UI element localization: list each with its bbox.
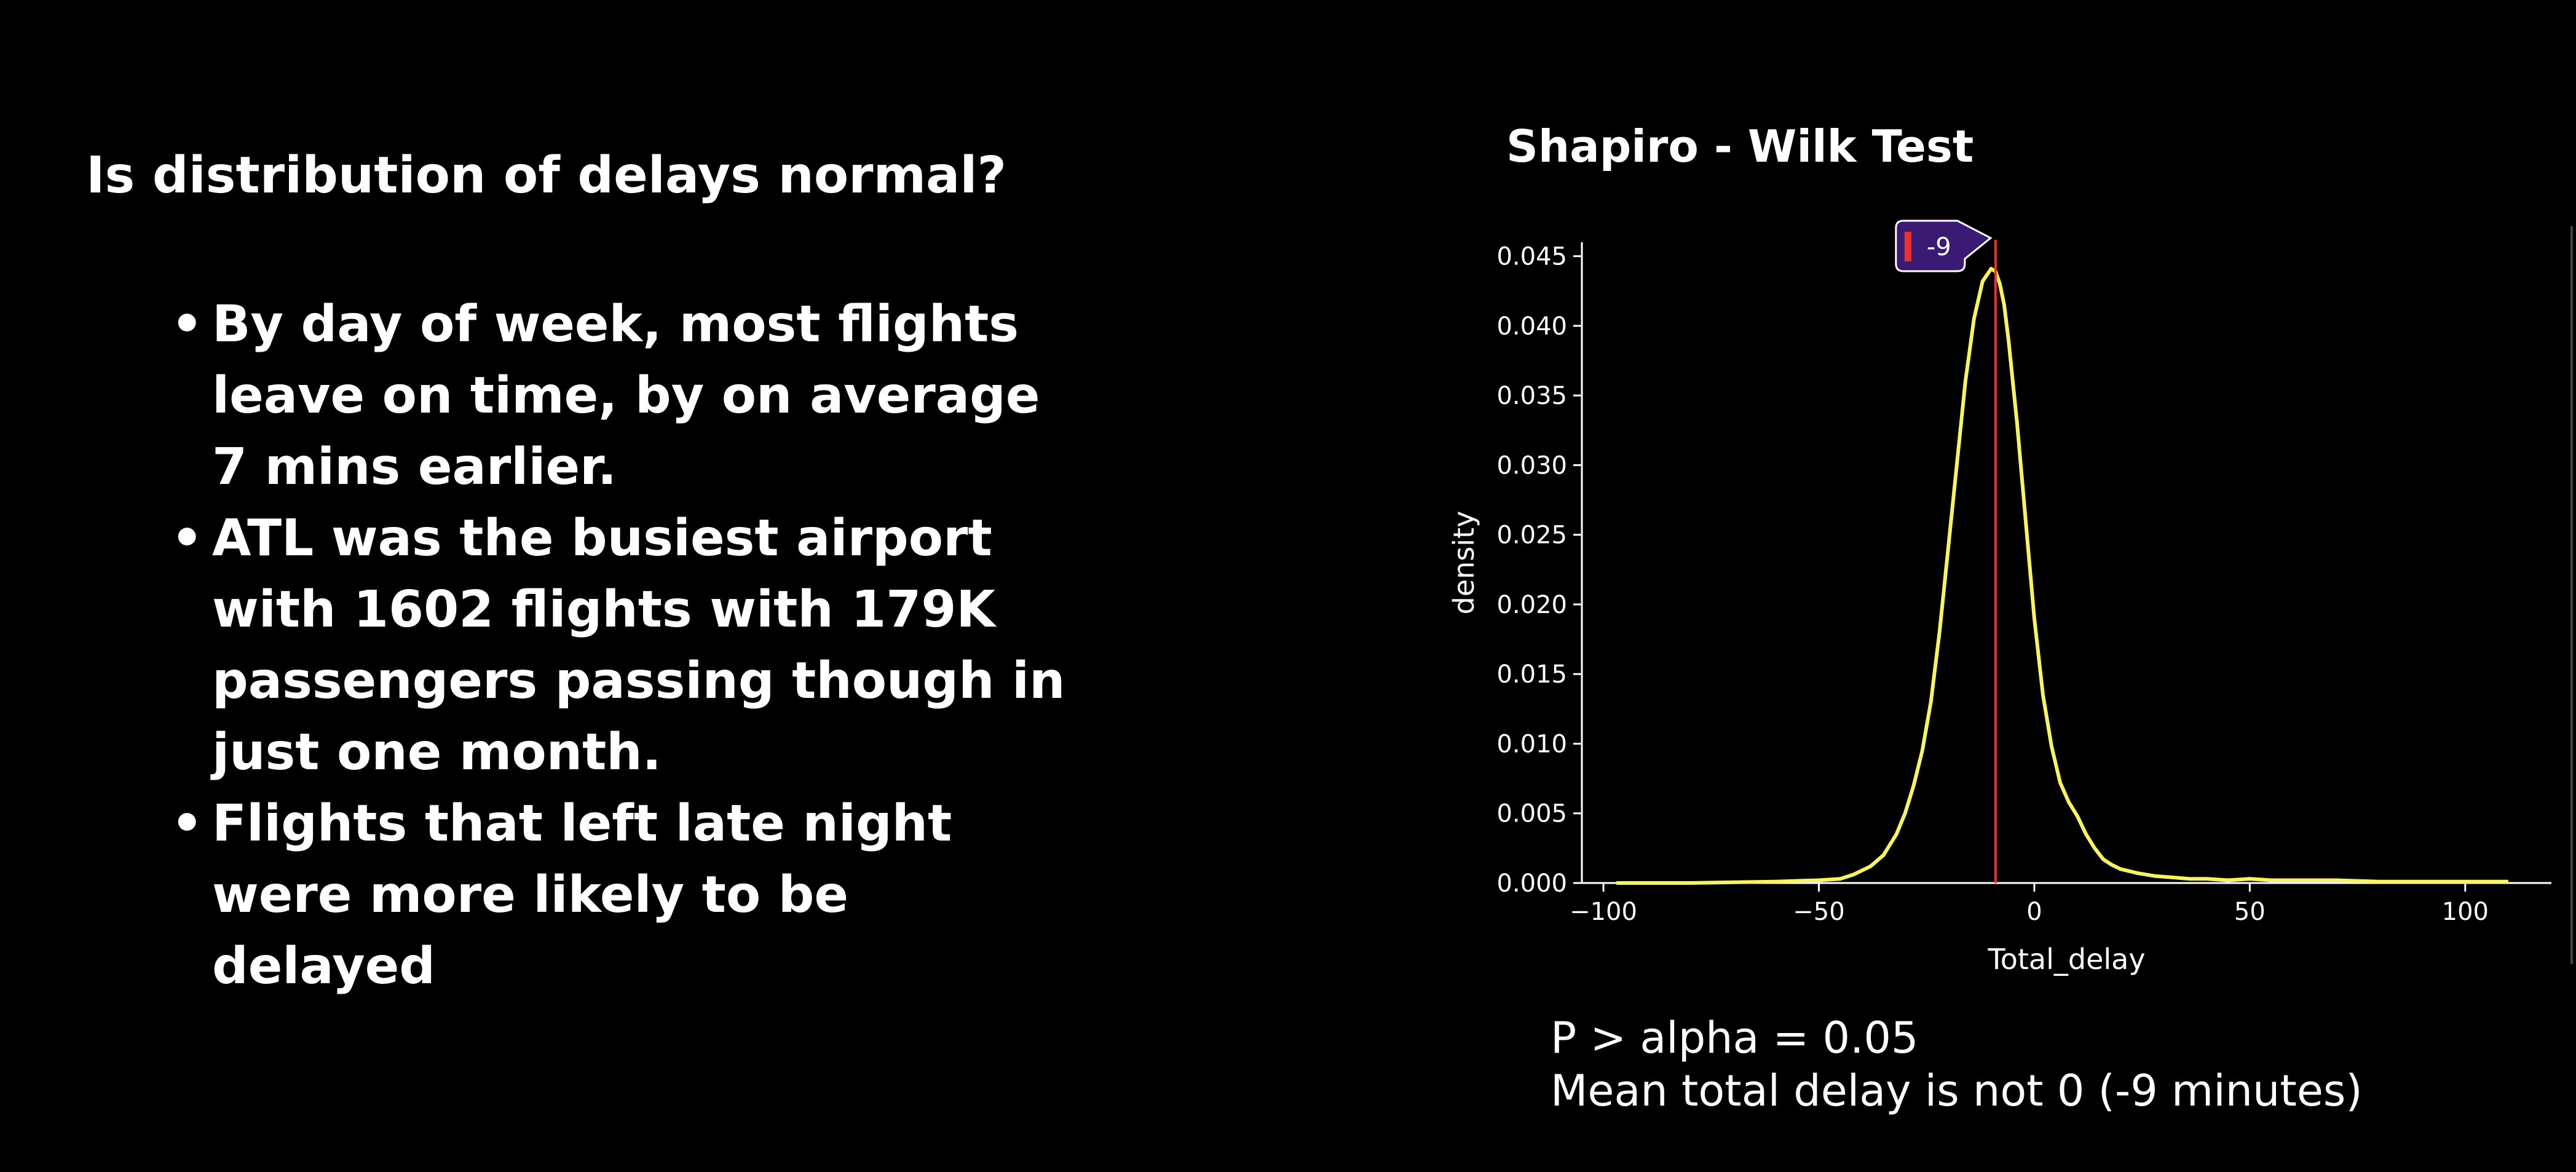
bullet-list: • By day of week, most flights leave on … <box>166 289 1088 1002</box>
density-curve <box>1616 267 2508 885</box>
y-tick-label: 0.020 <box>1496 591 1567 619</box>
density-chart: 0.000 0.005 0.010 0.015 0.020 0.025 0.030 0.035… <box>1447 220 2551 976</box>
y-tick-label: 0.005 <box>1496 800 1567 828</box>
bullet-text: By day of week, most flights leave on ti… <box>212 295 1040 496</box>
x-tick-label: −100 <box>1570 898 1637 926</box>
mean-delay-note: Mean total delay is not 0 (-9 minutes) <box>1551 1066 2363 1116</box>
x-tick-label: 0 <box>2026 898 2042 926</box>
y-tick-label: 0.030 <box>1496 451 1567 480</box>
bullet-item: • By day of week, most flights leave on … <box>166 289 1088 503</box>
y-tick-label: 0.000 <box>1496 869 1567 898</box>
bullet-dot: • <box>171 509 203 568</box>
y-tick-label: 0.015 <box>1496 660 1567 689</box>
annotation-callout <box>1895 220 1993 272</box>
scrollbar-edge[interactable] <box>2570 226 2573 964</box>
y-tick-label: 0.010 <box>1496 730 1567 758</box>
bullet-item: • ATL was the busiest airport with 1602 … <box>166 503 1088 788</box>
y-tick-label: 0.045 <box>1496 243 1567 271</box>
y-tick-label: 0.040 <box>1496 312 1567 341</box>
x-axis-label: Total_delay <box>1987 943 2145 976</box>
x-tick-label: −50 <box>1793 898 1844 926</box>
bullet-item: • Flights that left late night were more… <box>166 788 1088 1002</box>
y-tick-label: 0.025 <box>1496 521 1567 550</box>
bullet-text: ATL was the busiest airport with 1602 fl… <box>212 509 1065 782</box>
annotation-marker <box>1904 232 1911 261</box>
x-tick-label: 50 <box>2234 898 2266 926</box>
y-axis-label: density <box>1447 511 1480 615</box>
slide-heading: Is distribution of delays normal? <box>86 146 1007 205</box>
bullet-text: Flights that left late night were more l… <box>212 794 952 996</box>
chart-title: Shapiro - Wilk Test <box>1506 121 1974 172</box>
x-tick-label: 100 <box>2442 898 2489 926</box>
bullet-dot: • <box>171 295 203 354</box>
bullet-dot: • <box>171 794 203 853</box>
y-tick-label: 0.035 <box>1496 382 1567 410</box>
annotation-label: -9 <box>1927 233 1951 261</box>
p-value-note: P > alpha = 0.05 <box>1551 1013 1919 1063</box>
